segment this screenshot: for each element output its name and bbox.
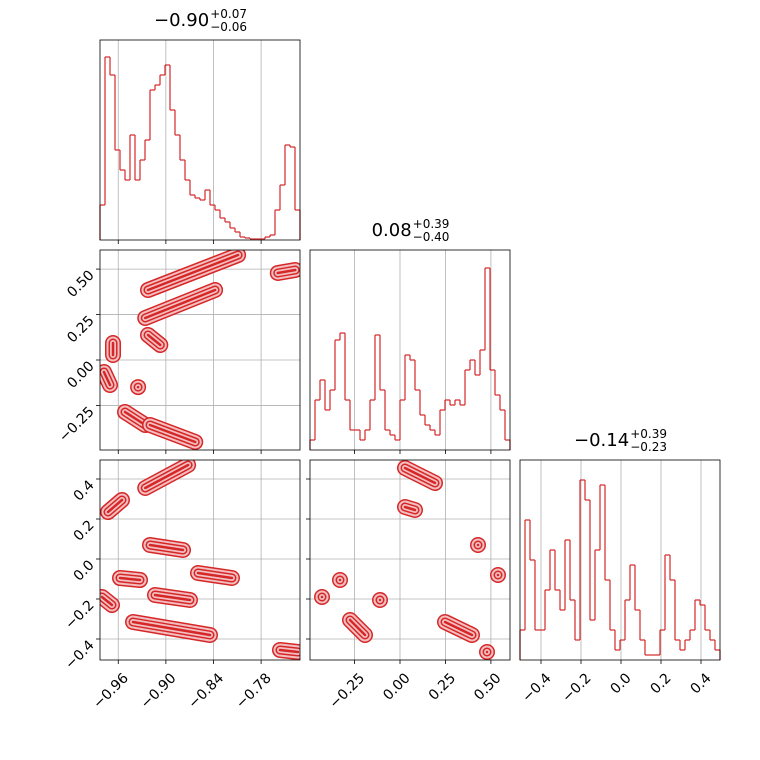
panel: −0.25 0.00 0.25 0.50 [306, 459, 511, 712]
x-tick-label: −0.4 [519, 670, 554, 705]
y-tick-label: 0.2 [71, 517, 98, 544]
contour-level [348, 618, 367, 637]
contour-level [131, 620, 212, 637]
contour-level [106, 498, 124, 514]
y-tick-label: 0.0 [71, 557, 98, 584]
panel: −0.14 +0.39−0.23 −0.4 −0.2 0.0 0.2 0.4 [519, 427, 721, 706]
y-tick-label: 0.00 [64, 358, 97, 391]
panel-title: −0.14 [574, 430, 629, 451]
contour-level [146, 333, 162, 347]
title-upper: +0.39 [413, 217, 450, 231]
axes-frame [309, 249, 511, 451]
axes-frame [309, 459, 511, 661]
panel-title: −0.90 [154, 10, 209, 31]
contour-cluster [272, 642, 300, 660]
contour-cluster [137, 460, 197, 496]
y-tick-label: 0.25 [64, 313, 97, 346]
panel-title: 0.08 [372, 220, 412, 241]
contour-level [143, 288, 217, 320]
title-upper: +0.07 [210, 7, 247, 21]
contour-cluster [269, 262, 300, 281]
axes-frame [519, 459, 721, 661]
panel: −0.96 −0.90 −0.84 −0.78 −0.4 −0.2 0.0 0.2 0.4 [62, 459, 301, 712]
title-lower: −0.06 [210, 20, 247, 34]
contour-level [118, 576, 142, 582]
contour-cluster [112, 570, 148, 588]
x-tick-label: −0.78 [233, 670, 275, 712]
contour-cluster [140, 327, 169, 353]
x-tick-label: −0.25 [327, 670, 369, 712]
title-upper: +0.39 [630, 427, 667, 441]
x-tick-label: 0.2 [648, 670, 675, 697]
x-tick-label: 0.00 [380, 670, 413, 703]
y-tick-label: 0.50 [64, 267, 97, 300]
contour-cluster [125, 614, 218, 643]
contour-level [148, 423, 197, 444]
contour-cluster [142, 537, 192, 558]
contour-level [278, 648, 300, 654]
x-tick-label: 0.0 [608, 670, 635, 697]
contour-cluster [437, 614, 480, 643]
panel: −0.25 0.00 0.25 0.50 [56, 249, 301, 454]
contour-level [146, 253, 240, 292]
contour-cluster [100, 589, 120, 613]
y-tick-label: −0.25 [56, 404, 98, 446]
panel: −0.90 +0.07−0.06 [99, 7, 301, 244]
title-lower: −0.23 [630, 440, 667, 454]
contour-cluster [140, 250, 247, 298]
contour-level [100, 595, 114, 607]
contour-level [153, 593, 192, 602]
contours [100, 460, 300, 660]
contour-cluster [397, 499, 423, 518]
contour-cluster [142, 417, 204, 450]
contour-cluster [147, 587, 198, 608]
axes-frame [99, 459, 301, 661]
contour-cluster [100, 492, 130, 520]
x-tick-label: 0.25 [426, 670, 459, 703]
contour-cluster [190, 565, 240, 586]
contour-level [403, 466, 437, 485]
contour-cluster [137, 282, 224, 326]
x-tick-label: −0.2 [559, 670, 594, 705]
contour-level [276, 268, 297, 275]
x-tick-label: 0.4 [688, 670, 715, 697]
contour-cluster [397, 460, 443, 491]
contour-level [123, 410, 147, 427]
contour-level [102, 370, 112, 387]
x-tick-label: −0.84 [185, 670, 227, 712]
contour-cluster [100, 364, 118, 393]
contour-level [403, 505, 417, 512]
contour-level [443, 620, 474, 637]
y-tick-label: −0.4 [62, 637, 97, 672]
x-tick-label: −0.90 [138, 670, 180, 712]
axes-frame [99, 39, 301, 241]
panel: 0.08 +0.39−0.40 [309, 217, 511, 454]
x-tick-label: −0.96 [90, 670, 132, 712]
axes-frame [99, 249, 301, 451]
y-tick-label: 0.4 [71, 477, 98, 504]
contours [100, 250, 300, 450]
x-tick-label: 0.50 [471, 670, 504, 703]
title-lower: −0.40 [413, 230, 450, 244]
contour-level [148, 543, 185, 552]
contour-level [143, 463, 190, 490]
y-tick-label: −0.2 [62, 597, 97, 632]
contour-cluster [117, 404, 154, 433]
contour-level [196, 571, 234, 580]
contour-cluster [342, 612, 373, 643]
contours [314, 460, 506, 660]
